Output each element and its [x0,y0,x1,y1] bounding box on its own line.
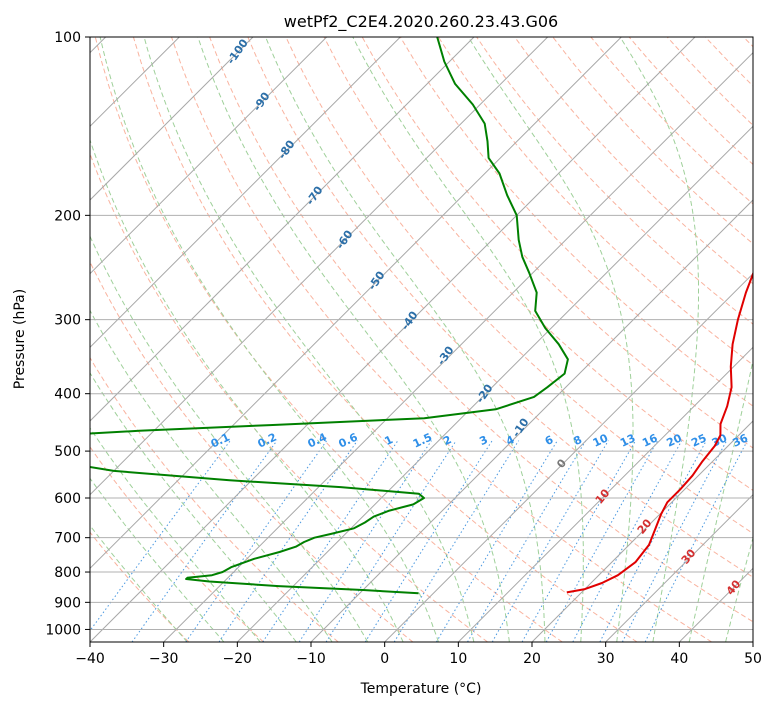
mixing-ratio-label: 1.5 [411,431,434,451]
moist-adiabat-line [0,37,224,642]
isotherm-line [0,37,400,642]
x-tick-label: −10 [296,651,326,667]
mixing-ratio-line [436,441,557,642]
y-tick-label: 200 [54,208,81,224]
moist-adiabat-line [762,37,775,642]
mixing-ratio-line [492,441,608,642]
dry-adiabat-line [0,37,338,642]
dry-adiabat-line [133,37,637,642]
moist-adiabat-line [100,37,438,642]
isotherm-line [458,37,775,642]
mixing-ratio-label: 8 [571,433,583,448]
x-tick-label: 40 [670,651,688,667]
mixing-ratio-label: 20 [665,431,685,449]
dry-adiabat-label: -10 [510,416,532,440]
mixing-ratio-line [622,441,726,642]
moist-adiabat-line [32,37,368,642]
isotherm-line [164,37,769,642]
isotherm-line [385,37,775,642]
y-tick-label: 100 [54,30,81,46]
mixing-ratio-label: 25 [689,431,708,449]
mixing-ratio-line [326,441,456,642]
mixing-ratio-label: 0.4 [306,430,329,450]
y-tick-label: 400 [54,387,81,403]
dry-adiabat-line [705,37,775,642]
dry-adiabat-line [667,37,775,642]
isotherm-line [16,37,621,642]
dry-adiabat-line [591,37,775,642]
isotherm-line [237,37,775,642]
mixing-ratio-line [365,441,492,642]
x-tick-label: −20 [223,651,253,667]
dry-adiabat-line [744,37,775,642]
y-tick-label: 500 [54,444,81,460]
moist-adiabat-line [468,37,633,642]
y-tick-label: 700 [54,531,81,547]
mixing-ratio-label: 13 [618,431,637,449]
isotherm-line [753,37,775,642]
mixing-ratio-line [132,441,277,642]
temperature-line [567,37,775,592]
moist-adiabat-line [0,37,187,642]
moist-adiabat-label: 20 [635,516,655,536]
moist-adiabat-label: 30 [679,546,699,566]
mixing-ratio-line [394,441,519,642]
y-axis-label: Pressure (hPa) [12,289,28,389]
mixing-ratio-label: 10 [591,431,611,449]
dry-adiabat-label: -100 [224,36,251,66]
mixing-ratio-label: 3 [477,433,489,448]
isotherm-line [90,37,695,642]
y-tick-label: 800 [54,565,81,581]
dry-adiabat-line [477,37,775,642]
mixing-ratio-line [263,441,398,642]
moist-adiabat-line [689,37,775,642]
y-tick-label: 300 [54,313,81,329]
mixing-ratio-label: 0.6 [337,430,360,450]
mixing-ratio-label: 16 [640,431,660,449]
x-tick-label: −30 [149,651,179,667]
dry-adiabat-line [57,37,488,642]
y-tick-label: 600 [54,491,81,507]
chart-title: wetPf2_C2E4.2020.260.23.43.G06 [284,12,558,32]
mixing-ratio-line [219,441,357,642]
mixing-ratio-line [82,441,231,642]
mixing-ratio-label: 1 [383,433,395,448]
dewpoint-line [0,37,568,593]
moist-adiabat-label: 0 [554,456,569,470]
mixing-ratio-label: 2 [441,433,453,448]
dry-adiabat-line [362,37,775,642]
mixing-ratio-line [600,441,706,642]
dry-adiabat-line [438,37,775,642]
x-tick-label: 50 [744,651,762,667]
mixing-ratio-line [573,441,682,642]
x-tick-label: 30 [597,651,615,667]
mixing-ratio-label: 0.1 [209,431,232,451]
x-tick-label: 10 [449,651,467,667]
dry-adiabat-line [172,37,712,642]
moist-adiabat-label: 10 [593,486,613,506]
dry-adiabat-label: -40 [399,309,421,333]
dry-adiabat-line [0,37,263,642]
dry-adiabat-line [0,37,189,642]
x-tick-label: 0 [380,651,389,667]
y-tick-label: 900 [54,595,81,611]
dry-adiabat-line [553,37,775,642]
isotherm-line [0,37,474,642]
mixing-ratio-label: 0.2 [256,431,279,451]
dry-adiabat-line [19,37,413,642]
x-tick-label: 20 [523,651,541,667]
moist-adiabat-line [63,37,403,642]
profile-traces [0,37,775,593]
isotherm-line [0,37,327,642]
isotherm-line [532,37,775,642]
x-axis-label: Temperature (°C) [360,681,482,697]
y-tick-label: 1000 [45,622,81,638]
moist-adiabat-line [0,37,260,642]
background-lines [0,37,775,642]
dry-adiabat-label: -30 [435,344,457,368]
x-tick-label: −40 [75,651,105,667]
